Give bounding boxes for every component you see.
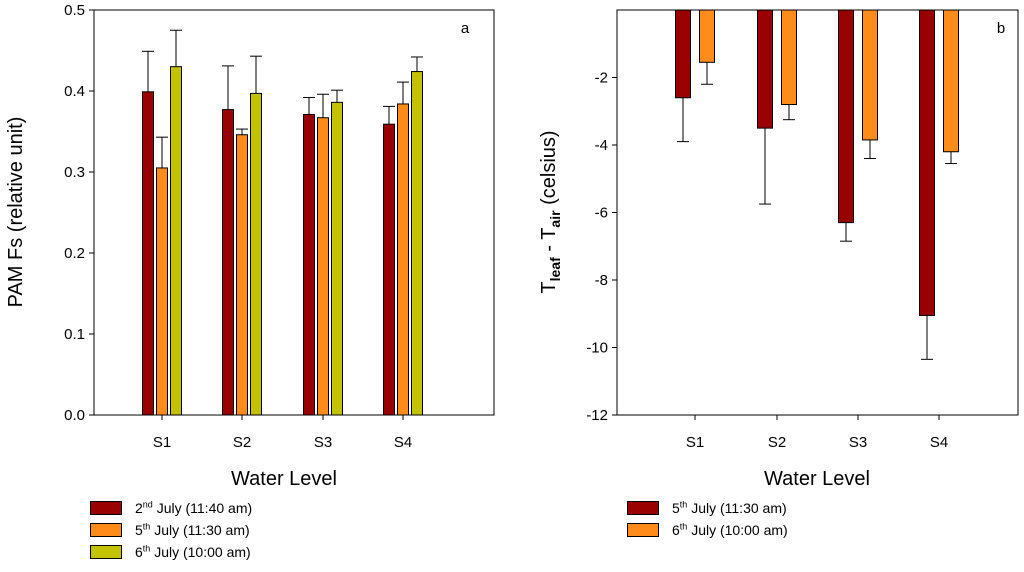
x-axis-title-a: Water Level [231,468,337,490]
legend-swatch [90,523,122,537]
legend-panel-a: 2nd July (11:40 am) 5th July (11:30 am) 6t… [90,500,350,564]
x-tick-label-a: S3 [314,434,332,451]
x-tick-label-a: S4 [394,434,412,451]
y-axis-title-b-ylabel_mid: - T [538,228,560,258]
bar-b-series0 [838,9,854,224]
legend-day: 5 [135,522,143,538]
bar-b-series0 [919,9,935,316]
y-axis-title-b-ylabel_main: T [538,281,560,293]
legend-date-time: July (10:00 am) [150,544,251,560]
y-axis-title-b-ylabel_rest: (celsius) [538,130,560,210]
bar-a-series2 [170,66,182,416]
bar-b-series0 [675,9,691,99]
legend-label: 6th July (10:00 am) [672,522,788,538]
x-tick-label-b: S2 [768,434,786,451]
bar-b-series1 [943,9,959,153]
legend-date-time: July (11:30 am) [150,522,250,538]
legend-day: 5 [672,500,680,516]
x-tick-label-b: S3 [849,434,867,451]
bar-a-series1 [156,167,168,416]
y-tick-label-a: 0.2 [64,245,85,262]
bar-a-series0 [142,91,154,416]
bar-a-series1 [236,134,248,416]
y-tick-label-b: -10 [586,340,608,357]
y-tick-label-a: 0.3 [64,164,85,181]
y-tick-label-a: 0.5 [64,2,85,19]
y-tick-label-b: -4 [595,137,608,154]
x-tick-label-a: S2 [233,434,251,451]
y-tick-label-b: -12 [586,407,608,424]
x-tick-label-b: S4 [930,434,948,451]
bar-a-series0 [303,113,315,416]
y-axis-title-b-ylabel_sub1: leaf [547,257,563,281]
legend-ordinal: th [142,543,151,554]
legend-swatch [90,501,122,515]
legend-day: 2 [135,500,143,516]
x-axis-title-b: Water Level [764,468,870,490]
bar-b-series1 [862,9,878,141]
legend-label: 5th July (11:30 am) [672,500,787,516]
bar-b-series1 [699,9,715,63]
legend-swatch [90,545,122,559]
legend-label: 6th July (10:00 am) [135,544,251,560]
x-tick-label-a: S1 [153,434,171,451]
x-tick-label-b: S1 [686,434,704,451]
legend-swatch [627,523,659,537]
bar-a-series1 [317,117,329,416]
panel-label-b: b [997,20,1005,37]
panel-label-a: a [461,20,470,37]
y-tick-label-b: -6 [595,205,608,222]
y-tick-label-a: 0.1 [64,326,85,343]
y-tick-label-b: -8 [595,272,608,289]
legend-ordinal: th [679,499,688,510]
y-tick-label-a: 0.0 [64,407,85,424]
y-axis-title-a: PAM Fs (relative unit) [5,117,27,308]
y-axis-title-b-ylabel_sub2: air [547,210,563,228]
bar-a-series2 [331,101,343,416]
y-tick-label-b: -2 [595,70,608,87]
legend-label: 5th July (11:30 am) [135,522,250,538]
bar-a-series0 [383,123,395,416]
bar-b-series0 [757,9,773,129]
y-axis-title-b: Tleaf - Tair (celsius) [538,130,563,293]
legend-ordinal: th [679,521,688,532]
bar-a-series0 [222,109,234,416]
y-tick-label-a: 0.4 [64,83,85,100]
legend-panel-b: 5th July (11:30 am) 6th July (10:00 am) [627,500,887,544]
bar-a-series2 [411,71,423,416]
legend-date-time: July (11:40 am) [152,500,253,516]
legend-ordinal: th [142,521,151,532]
legend-date-time: July (11:30 am) [687,500,787,516]
bar-b-series1 [781,9,797,105]
legend-ordinal: nd [142,499,153,510]
legend-label: 2nd July (11:40 am) [135,500,252,516]
bar-a-series2 [250,92,262,416]
plot-frame-a [93,9,495,416]
legend-day: 6 [135,544,143,560]
bar-a-series1 [397,103,409,416]
legend-swatch [627,501,659,515]
legend-date-time: July (10:00 am) [687,522,788,538]
legend-day: 6 [672,522,680,538]
